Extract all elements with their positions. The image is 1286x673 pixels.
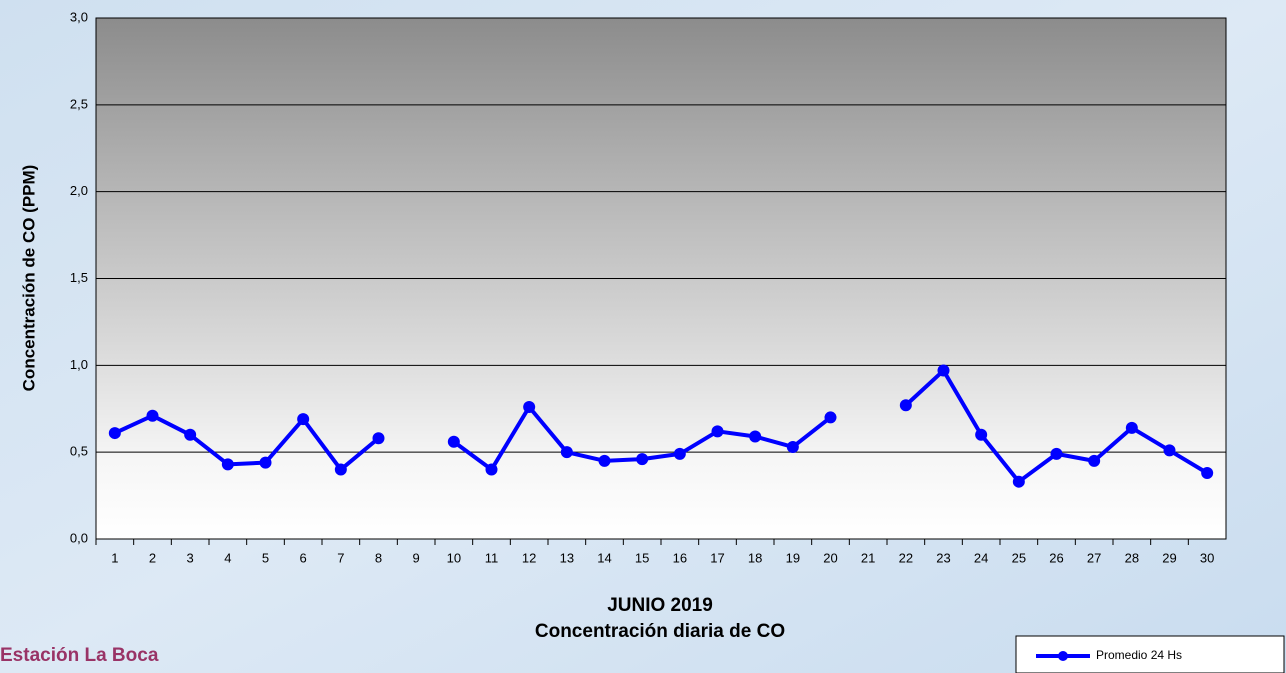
chart-title: JUNIO 2019 xyxy=(607,595,713,616)
data-point xyxy=(1164,444,1176,456)
x-tick-label: 14 xyxy=(597,550,611,565)
page: JUNIO 2019 Concentración diaria de CO Es… xyxy=(0,0,1286,673)
data-point xyxy=(975,429,987,441)
legend-label: Promedio 24 Hs xyxy=(1096,648,1182,662)
data-point xyxy=(147,410,159,422)
x-tick-label: 29 xyxy=(1162,550,1176,565)
data-point xyxy=(561,446,573,458)
x-tick-label: 6 xyxy=(300,550,307,565)
y-tick-label: 3,0 xyxy=(70,9,88,24)
x-tick-label: 24 xyxy=(974,550,988,565)
data-point xyxy=(900,399,912,411)
x-tick-label: 1 xyxy=(111,550,118,565)
station-label: Estación La Boca xyxy=(0,645,159,666)
x-tick-label: 5 xyxy=(262,550,269,565)
data-point xyxy=(636,453,648,465)
y-tick-label: 0,0 xyxy=(70,530,88,545)
y-tick-label: 1,0 xyxy=(70,357,88,372)
data-point xyxy=(599,455,611,467)
data-point xyxy=(486,464,498,476)
x-tick-label: 9 xyxy=(413,550,420,565)
y-tick-label: 0,5 xyxy=(70,444,88,459)
x-tick-label: 16 xyxy=(673,550,687,565)
data-point xyxy=(825,411,837,423)
x-tick-label: 19 xyxy=(786,550,800,565)
y-tick-label: 2,0 xyxy=(70,183,88,198)
x-tick-label: 13 xyxy=(560,550,574,565)
data-point xyxy=(109,427,121,439)
x-tick-label: 3 xyxy=(187,550,194,565)
chart-subtitle: Concentración diaria de CO xyxy=(535,621,785,642)
data-point xyxy=(1051,448,1063,460)
x-tick-label: 27 xyxy=(1087,550,1101,565)
x-tick-label: 15 xyxy=(635,550,649,565)
data-point xyxy=(260,457,272,469)
x-tick-label: 17 xyxy=(710,550,724,565)
data-point xyxy=(222,458,234,470)
chart: JUNIO 2019 Concentración diaria de CO Es… xyxy=(0,0,1286,673)
data-point xyxy=(184,429,196,441)
legend-marker xyxy=(1058,651,1068,661)
y-axis-label: Concentración de CO (PPM) xyxy=(19,165,38,392)
x-tick-label: 26 xyxy=(1049,550,1063,565)
data-point xyxy=(712,425,724,437)
x-tick-label: 8 xyxy=(375,550,382,565)
x-tick-label: 12 xyxy=(522,550,536,565)
data-point xyxy=(335,464,347,476)
data-point xyxy=(1013,476,1025,488)
x-tick-label: 20 xyxy=(823,550,837,565)
data-point xyxy=(787,441,799,453)
data-point xyxy=(373,432,385,444)
x-tick-label: 22 xyxy=(899,550,913,565)
data-point xyxy=(938,365,950,377)
data-point xyxy=(523,401,535,413)
x-tick-label: 11 xyxy=(485,550,499,565)
y-tick-label: 2,5 xyxy=(70,96,88,111)
y-tick-label: 1,5 xyxy=(70,270,88,285)
data-point xyxy=(1088,455,1100,467)
x-tick-label: 30 xyxy=(1200,550,1214,565)
data-point xyxy=(297,413,309,425)
x-tick-label: 23 xyxy=(936,550,950,565)
data-point xyxy=(448,436,460,448)
x-tick-label: 21 xyxy=(861,550,875,565)
data-point xyxy=(674,448,686,460)
x-tick-label: 7 xyxy=(337,550,344,565)
x-tick-label: 28 xyxy=(1125,550,1139,565)
x-tick-label: 10 xyxy=(447,550,461,565)
x-tick-label: 18 xyxy=(748,550,762,565)
data-point xyxy=(1126,422,1138,434)
data-point xyxy=(749,431,761,443)
x-tick-label: 2 xyxy=(149,550,156,565)
x-tick-label: 25 xyxy=(1012,550,1026,565)
data-point xyxy=(1201,467,1213,479)
x-tick-label: 4 xyxy=(224,550,231,565)
